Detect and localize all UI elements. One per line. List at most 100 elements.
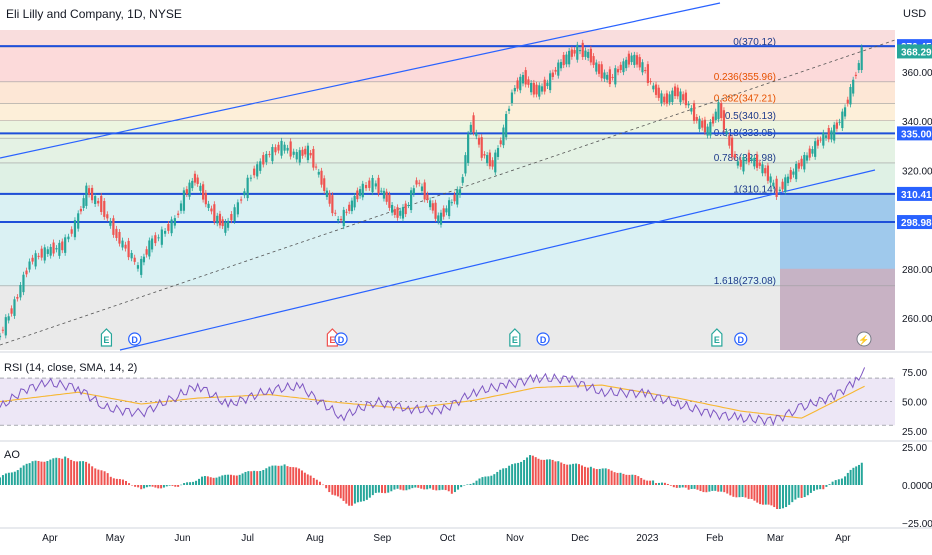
ao-bar [94, 468, 97, 485]
ao-bar [723, 485, 726, 493]
ao-bar [399, 485, 402, 490]
candle-body [803, 154, 806, 170]
candle-body [43, 247, 46, 261]
candle-body [835, 122, 838, 129]
ao-bar [514, 463, 517, 485]
ao-bar [203, 476, 206, 485]
candle-body [742, 156, 745, 172]
candle-body [584, 50, 587, 57]
time-tick-label: Jun [174, 533, 190, 544]
ao-bar [496, 471, 499, 485]
candle-body [262, 155, 265, 165]
candle-body [277, 144, 280, 151]
dividend-badge-icon [536, 332, 550, 346]
candle-body [665, 93, 669, 104]
candle-body [833, 124, 836, 141]
ao-bar [849, 469, 852, 485]
ao-bar [140, 485, 143, 490]
candle-body [218, 213, 222, 226]
candle-body [19, 284, 22, 298]
candle-body [854, 74, 857, 76]
ao-bar [537, 458, 540, 485]
candle-body [722, 110, 726, 130]
ao-bar [13, 471, 16, 485]
candle-body [1, 329, 4, 331]
ao-bar [705, 485, 708, 493]
candle-body [750, 158, 753, 161]
time-tick-label: 2023 [636, 533, 659, 544]
candle-body [320, 170, 323, 185]
candle-body [58, 242, 61, 256]
ao-bar [575, 463, 578, 485]
candle-body [388, 194, 391, 208]
candle-body [314, 166, 318, 168]
ao-bar [411, 485, 414, 489]
candle-body [306, 145, 310, 161]
candle-body [188, 182, 191, 197]
ao-bar [666, 483, 669, 485]
price-tag-label: 368.29 [901, 47, 932, 58]
candle-body [532, 82, 535, 95]
candle-body [781, 181, 784, 190]
ao-bar [154, 485, 157, 488]
ao-bar [390, 485, 393, 492]
candle-body [221, 219, 224, 227]
fib-label: 0.382(347.21) [714, 93, 776, 104]
candle-body [663, 96, 666, 103]
rsi-line [0, 367, 866, 426]
event-badge-label: D [540, 335, 547, 345]
candle-body [85, 185, 88, 206]
candle-body [660, 93, 663, 104]
candle-body [106, 214, 109, 219]
ao-bar [672, 485, 675, 488]
time-tick-label: Apr [42, 533, 58, 544]
candle-body [323, 178, 326, 191]
ao-bar [816, 485, 819, 490]
time-tick-label: Aug [306, 533, 324, 544]
ao-bar [241, 473, 244, 485]
candle-body [467, 133, 470, 163]
earnings-badge-icon [711, 328, 723, 347]
ao-bar [417, 485, 420, 488]
candle-body [502, 127, 505, 146]
split-badge-icon [856, 331, 872, 347]
ao-bar [566, 464, 569, 485]
candle-body [576, 44, 579, 60]
ao-bar [414, 485, 417, 488]
ao-bar [131, 485, 134, 486]
candle-body [595, 62, 598, 72]
candle-body [412, 188, 415, 194]
ao-bar [318, 481, 321, 485]
candle-body [486, 155, 489, 164]
candles [0, 39, 863, 341]
ao-bar [64, 456, 67, 485]
ao-bar [708, 485, 711, 492]
fib-label: 0.236(355.96) [714, 72, 776, 83]
candle-body [410, 190, 413, 211]
ao-bar [7, 472, 10, 485]
ao-bar [250, 471, 253, 485]
ao-bar [508, 465, 511, 485]
ao-bar [693, 485, 696, 489]
candle-body [115, 228, 118, 238]
candle-body [521, 74, 525, 84]
candle-body [64, 237, 67, 253]
ao-bar [604, 468, 607, 485]
candle-body [703, 119, 707, 133]
ao-bar [729, 485, 732, 496]
ao-bar [806, 485, 809, 496]
ao-bars [0, 455, 863, 510]
candle-body [385, 191, 388, 202]
candle-body [67, 236, 70, 240]
ao-bar [128, 483, 131, 485]
candle-body [838, 121, 841, 123]
ao-bar [177, 485, 180, 487]
candle-body [13, 299, 16, 316]
ao-bar [583, 466, 586, 485]
ao-bar [118, 479, 121, 485]
candle-body [559, 62, 563, 69]
ao-bar [545, 459, 548, 485]
candle-body [177, 213, 180, 215]
ao-bar [429, 485, 432, 489]
